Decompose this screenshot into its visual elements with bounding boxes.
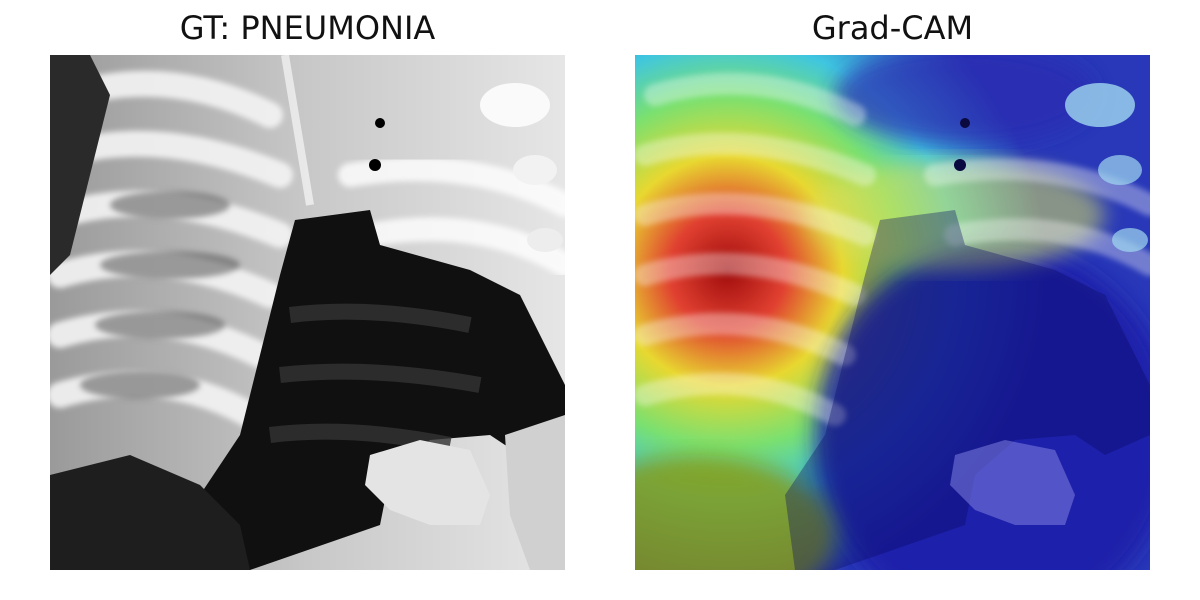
gradcam-heatmap-image xyxy=(635,55,1150,570)
xray-image xyxy=(50,55,565,570)
panel-title-gradcam: Grad-CAM xyxy=(811,9,974,47)
panel-title-ground-truth: GT: PNEUMONIA xyxy=(179,9,436,47)
